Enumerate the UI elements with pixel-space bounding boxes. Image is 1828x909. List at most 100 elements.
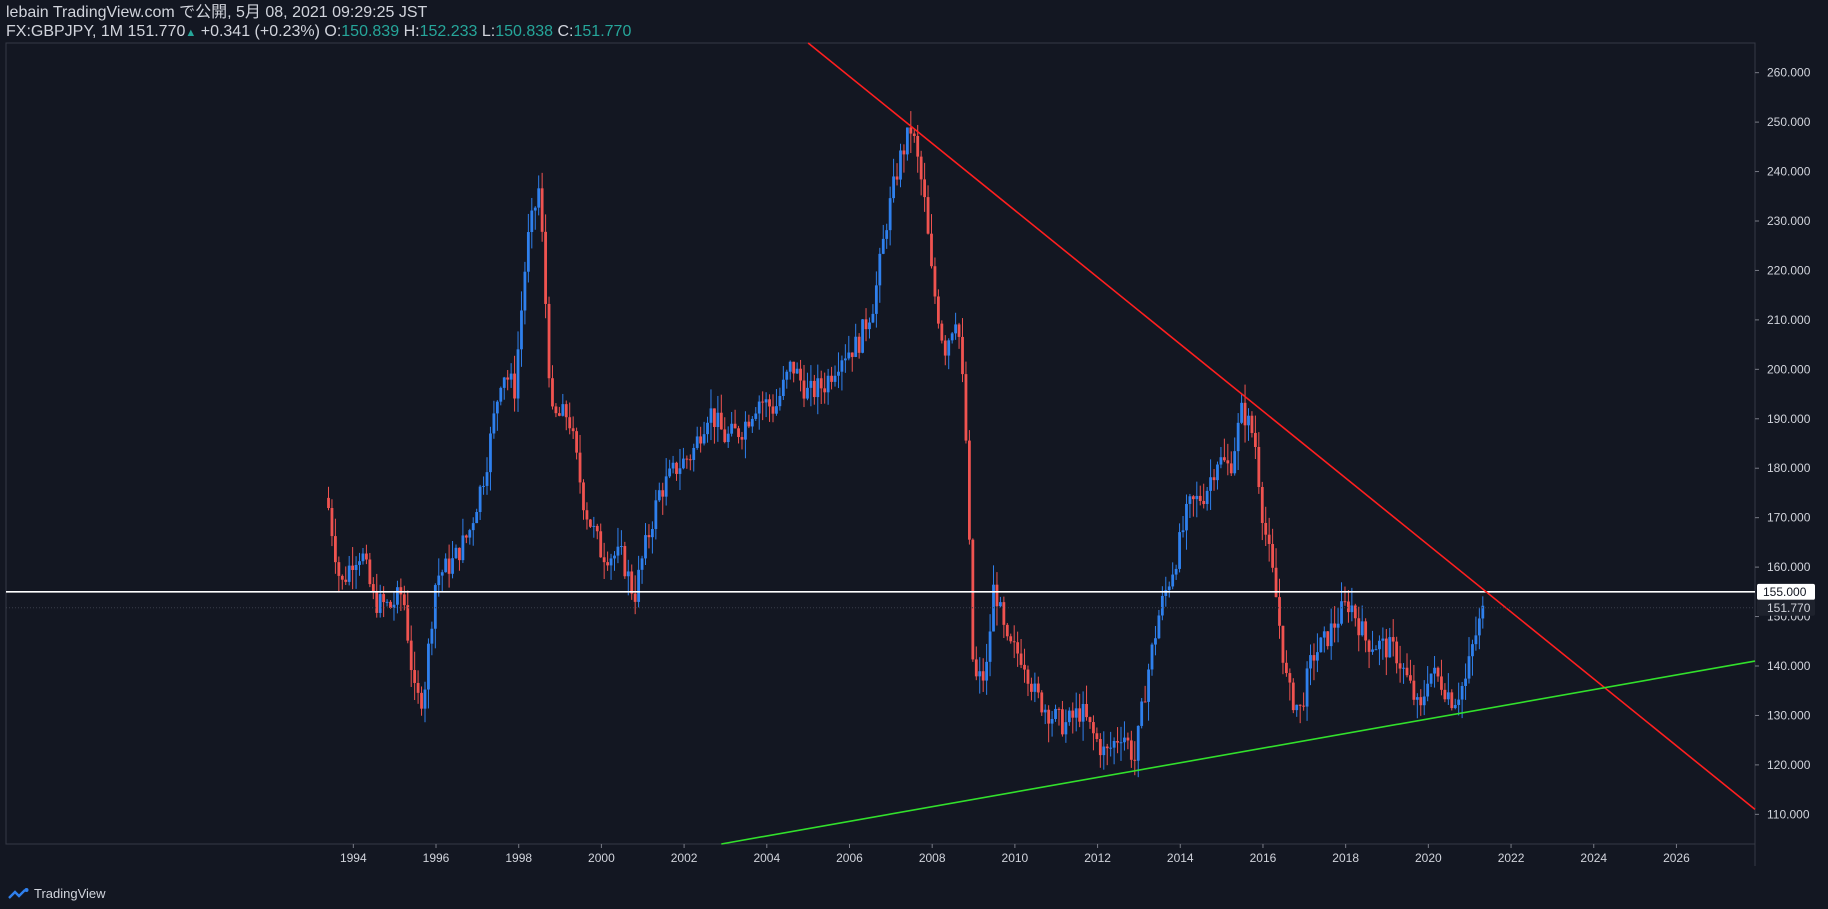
candle [747,414,751,429]
candle [1009,633,1013,644]
symbol-name[interactable]: FX:GBPJPY, 1M [6,23,124,40]
symbol-line: FX:GBPJPY, 1M 151.770▲ +0.341 (+0.23%) O… [6,22,1506,43]
candle [806,372,809,401]
candle-body [964,374,968,441]
trendlines [6,42,1756,845]
candle [444,553,448,573]
candle [857,333,861,359]
candle-body [1450,692,1454,709]
candle-body [806,387,809,399]
candle [792,361,796,383]
candle [1040,690,1044,716]
candle-body [471,523,475,531]
candle-body [837,371,840,376]
candle [1353,603,1357,627]
candle [368,552,372,588]
candle [978,657,982,694]
candle-body [340,575,344,580]
candle [837,352,840,389]
candle [516,331,520,412]
candle [947,338,951,370]
candle-body [1443,689,1447,700]
candle-body [1219,457,1223,465]
candle-body [750,418,754,427]
candle-body [495,401,499,414]
candle [478,484,482,521]
candle [754,407,758,421]
candle-body [520,310,523,350]
candle [613,551,616,571]
candle-body [1061,709,1064,735]
candle-body [843,358,847,361]
candle [1271,528,1275,573]
candle-body [1378,640,1381,650]
candle [1305,661,1309,721]
candle-body [1143,701,1147,703]
candle [371,577,375,600]
candle [1188,493,1192,518]
candle [861,319,864,354]
candle [1147,663,1150,721]
candle [509,363,513,388]
candle [495,400,499,431]
candle-body [447,558,451,574]
resistance-trendline[interactable] [807,42,1756,811]
candle [943,335,947,366]
candle [936,289,940,329]
candle-body [1198,495,1202,501]
candle [340,574,344,590]
candle [1129,730,1133,768]
level-price-label: 155.000 [1763,585,1807,599]
candle-body [1340,601,1343,624]
candle [706,416,709,443]
candle [440,569,444,592]
candle-body [1109,747,1113,749]
candle [1274,548,1278,598]
candle-body [1019,653,1023,665]
low-label: L: [481,23,496,40]
candle-body [513,373,516,399]
candle-body [492,413,496,434]
candle [1426,666,1430,702]
candle-body [1064,722,1068,735]
candle-body [564,404,568,418]
candle-body [657,490,661,501]
candle [1023,648,1026,683]
candle-body [778,395,782,407]
candle [554,403,558,418]
price-tick-label: 250.000 [1767,115,1811,129]
candle-body [454,547,458,559]
candle [506,370,510,391]
candle [430,621,434,656]
candle-body [554,406,558,414]
candle-body [1005,624,1009,637]
candle [533,206,537,230]
candle-body [644,535,647,559]
candle-body [819,378,823,389]
candle [1474,616,1478,651]
candle [1057,707,1061,726]
candle-body [1278,597,1281,626]
candle [933,257,937,304]
candle [1216,461,1219,490]
candle-body [1047,709,1051,724]
candle-body [1319,637,1323,653]
candle-body [489,433,492,473]
candle-body [1088,717,1092,723]
support-trendline[interactable] [721,660,1756,845]
candle-body [420,692,423,709]
candle [881,224,885,255]
candle [757,395,761,430]
candle-body [1253,432,1257,447]
candle-body [1171,574,1175,587]
candle [1181,516,1185,538]
candle-body [1295,704,1299,711]
candle-body [365,553,368,560]
candle-body [943,340,947,356]
candle [392,591,396,621]
candle [1016,631,1020,667]
candle-body [616,546,620,556]
price-tick-label: 190.000 [1767,412,1811,426]
candle [719,394,723,430]
